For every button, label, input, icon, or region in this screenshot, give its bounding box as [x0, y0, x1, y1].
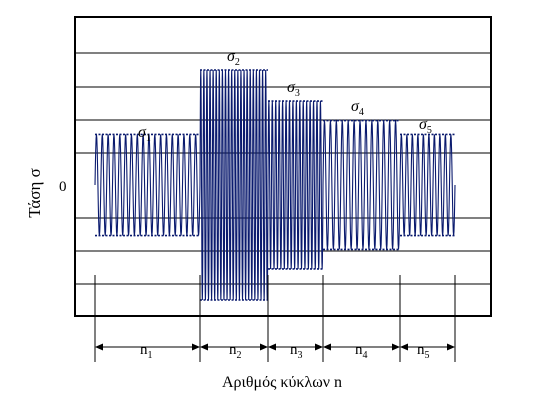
arrowhead-left-2: [200, 343, 208, 351]
arrowhead-left-1: [95, 343, 103, 351]
stress-label-2: σ2: [227, 48, 240, 68]
zero-label: 0: [59, 179, 67, 195]
count-label-4: n4: [355, 342, 368, 361]
count-label-2: n2: [229, 342, 242, 361]
waveform-block-1: [94, 134, 201, 236]
arrowhead-right-1: [192, 343, 200, 351]
arrowhead-right-4: [392, 343, 400, 351]
arrowhead-right-2: [260, 343, 268, 351]
stress-signal: [94, 69, 456, 301]
cycle-count-dimensions: [94, 275, 456, 362]
waveform-block-2: [199, 69, 269, 301]
waveform-block-5: [399, 134, 456, 236]
stress-label-3: σ3: [287, 79, 300, 99]
arrowhead-right-3: [315, 343, 323, 351]
waveform-block-4: [322, 120, 401, 250]
stress-label-5: σ5: [419, 116, 432, 136]
count-label-3: n3: [290, 342, 303, 361]
stress-label-1: σ1: [138, 124, 151, 144]
x-axis-label: Αριθμός κύκλων n: [222, 374, 342, 391]
count-label-5: n5: [417, 342, 430, 361]
arrowhead-left-3: [268, 343, 276, 351]
arrowhead-right-5: [447, 343, 455, 351]
count-label-1: n1: [140, 342, 153, 361]
stress-label-4: σ4: [351, 98, 364, 118]
y-axis-label: Τάση σ: [25, 168, 44, 218]
waveform-block-3: [267, 101, 324, 269]
arrowhead-left-5: [400, 343, 408, 351]
plot-frame: [74, 16, 492, 317]
arrowhead-left-4: [323, 343, 331, 351]
